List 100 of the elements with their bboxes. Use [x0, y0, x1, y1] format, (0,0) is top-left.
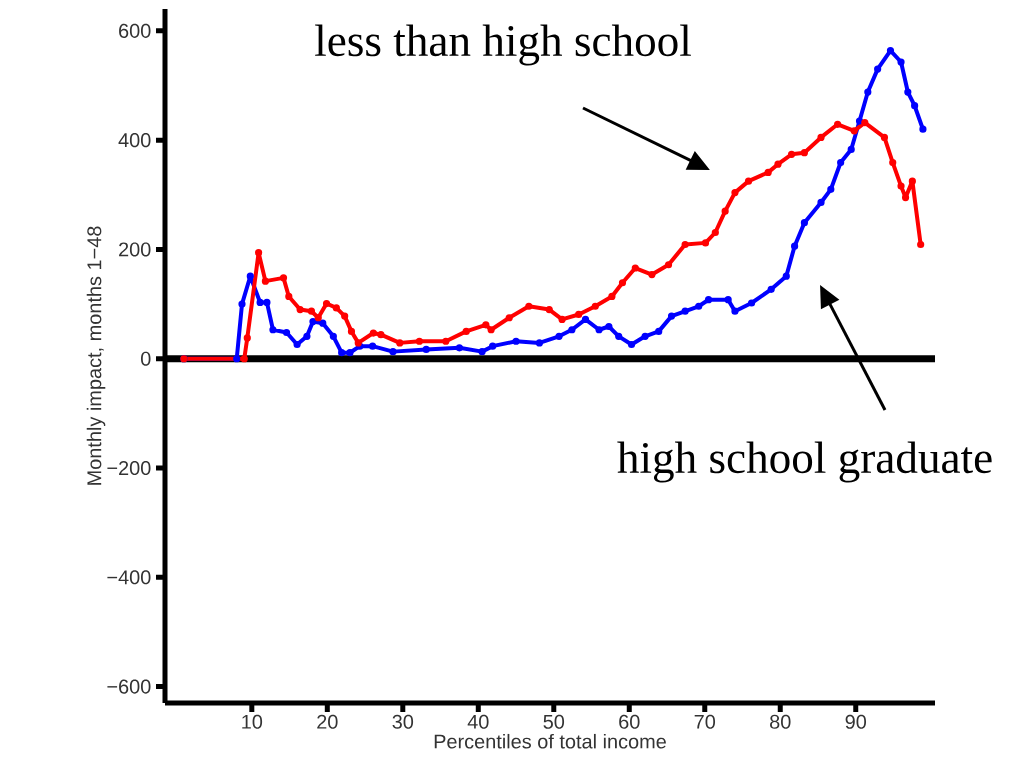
point	[512, 337, 520, 345]
point	[377, 331, 385, 339]
point	[256, 298, 264, 307]
point	[462, 327, 470, 336]
x-tick-label: 30	[392, 714, 414, 729]
point	[874, 65, 882, 73]
point	[591, 302, 599, 310]
point	[246, 272, 254, 280]
point	[721, 207, 729, 215]
point	[767, 285, 775, 293]
point	[581, 315, 590, 323]
point	[850, 127, 858, 135]
point	[919, 125, 927, 133]
point	[641, 332, 649, 340]
point	[505, 314, 513, 322]
point	[817, 198, 825, 207]
point	[422, 345, 430, 354]
x-tick-label: 70	[694, 714, 716, 729]
point	[631, 264, 639, 272]
y-tick-label: 200	[119, 242, 151, 257]
point	[648, 270, 656, 279]
point	[240, 355, 248, 363]
point	[787, 150, 796, 158]
x-tick-label: 20	[317, 714, 338, 729]
y-tick-label: 400	[118, 133, 151, 148]
point	[478, 348, 486, 356]
point	[731, 189, 739, 197]
point	[346, 349, 354, 357]
point	[880, 133, 889, 142]
point	[667, 312, 676, 320]
y-axis-title: Monthly impact, months 1−48	[86, 226, 106, 485]
point	[303, 332, 311, 340]
point	[664, 261, 673, 269]
point	[889, 158, 897, 167]
point	[904, 88, 912, 96]
point	[389, 348, 397, 356]
point	[817, 133, 825, 142]
point	[701, 239, 710, 247]
point	[243, 334, 251, 342]
point	[747, 299, 756, 307]
point	[455, 344, 464, 352]
x-tick-label: 80	[770, 714, 791, 729]
point	[695, 302, 703, 310]
y-tick-label: 600	[119, 23, 151, 38]
point	[782, 272, 790, 280]
y-tick-label: −600	[107, 679, 151, 694]
point	[487, 326, 495, 334]
point	[285, 292, 293, 301]
point	[238, 300, 246, 308]
point	[917, 240, 925, 249]
point	[744, 177, 753, 185]
point	[296, 305, 304, 314]
point	[774, 160, 782, 168]
point	[731, 307, 739, 315]
point	[681, 240, 689, 249]
point	[396, 339, 404, 347]
point	[415, 337, 424, 345]
point	[558, 315, 566, 323]
point	[319, 319, 327, 327]
point	[322, 299, 331, 308]
point	[655, 327, 663, 336]
point	[279, 274, 288, 282]
point	[338, 349, 346, 357]
point	[568, 326, 576, 334]
point	[608, 292, 616, 301]
point	[555, 332, 563, 340]
point	[800, 149, 809, 157]
point	[293, 340, 301, 349]
point	[282, 328, 291, 337]
point	[329, 332, 337, 340]
point	[837, 158, 845, 167]
point	[855, 117, 864, 125]
point	[233, 355, 241, 363]
point	[314, 314, 322, 322]
point	[347, 327, 356, 336]
x-tick-label: 50	[543, 714, 565, 729]
point	[255, 249, 263, 257]
y-tick-label: −200	[107, 460, 151, 476]
x-tick-label: 60	[619, 714, 640, 729]
x-axis-title: Percentiles of total income	[434, 733, 666, 749]
point	[790, 242, 799, 250]
point	[489, 342, 497, 350]
y-tick-label: −400	[107, 570, 151, 585]
point	[627, 340, 636, 349]
point	[261, 277, 270, 285]
point	[545, 305, 553, 314]
point	[847, 145, 855, 154]
x-tick-label: 40	[467, 714, 489, 729]
point	[605, 322, 613, 331]
point	[764, 168, 772, 176]
point	[897, 182, 905, 190]
point	[442, 337, 450, 345]
point	[724, 296, 732, 304]
point	[834, 120, 842, 128]
point	[704, 296, 713, 304]
point	[575, 310, 583, 319]
point	[711, 228, 719, 237]
point	[595, 326, 603, 334]
point	[482, 321, 490, 329]
point	[615, 332, 623, 340]
